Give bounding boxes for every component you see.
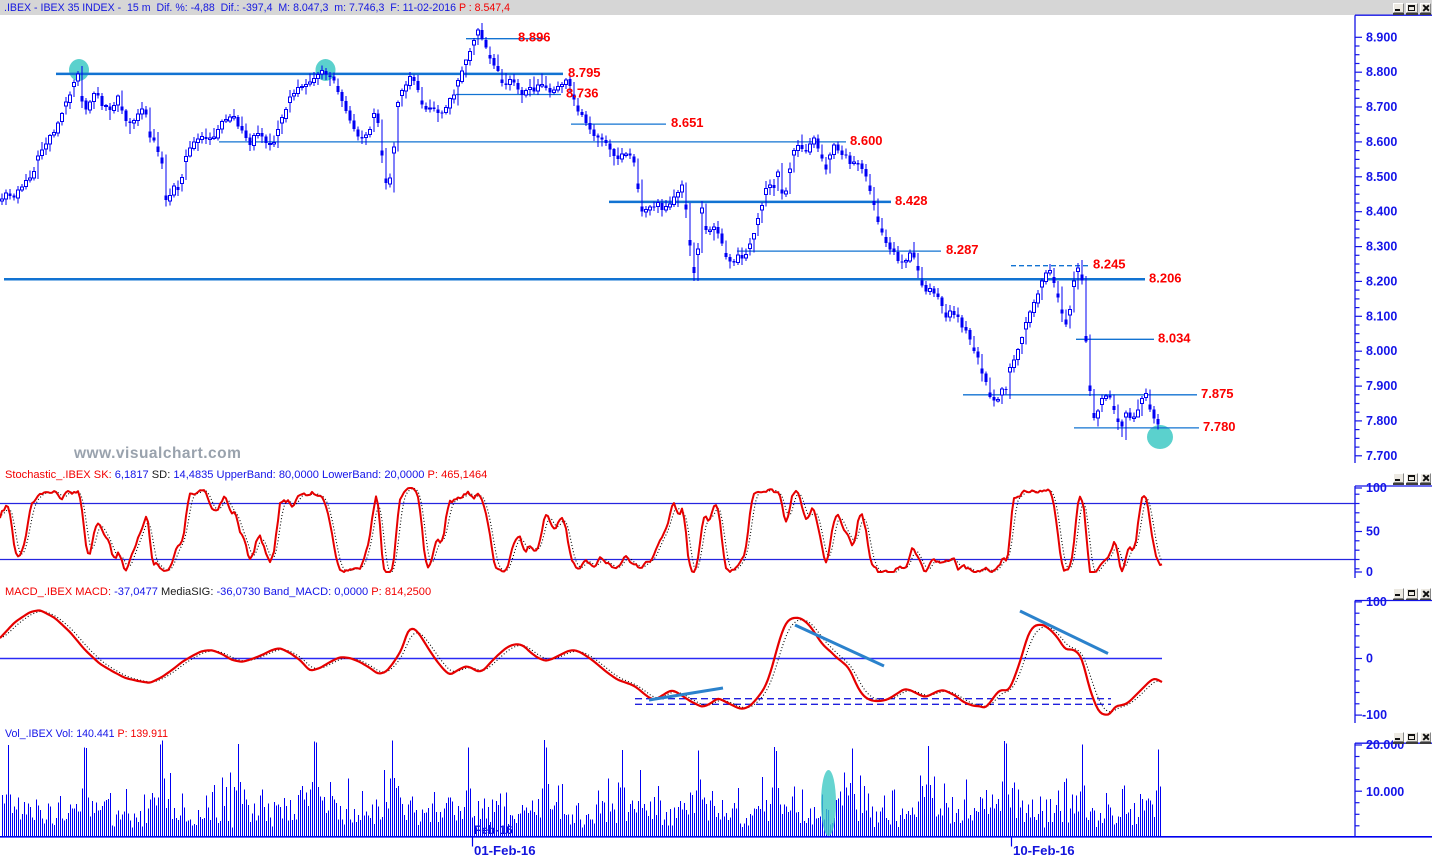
svg-text:7.900: 7.900 bbox=[1366, 379, 1397, 393]
svg-text:8.200: 8.200 bbox=[1366, 274, 1397, 288]
svg-text:8.100: 8.100 bbox=[1366, 309, 1397, 323]
svg-text:8.651: 8.651 bbox=[671, 115, 704, 130]
svg-text:0: 0 bbox=[1366, 652, 1373, 666]
svg-text:100: 100 bbox=[1366, 595, 1387, 609]
svg-text:8.287: 8.287 bbox=[946, 242, 979, 257]
svg-text:8.736: 8.736 bbox=[566, 86, 599, 101]
svg-text:8.400: 8.400 bbox=[1366, 205, 1397, 219]
svg-text:7.700: 7.700 bbox=[1366, 449, 1397, 463]
svg-text:10.000: 10.000 bbox=[1366, 785, 1404, 799]
svg-text:8.700: 8.700 bbox=[1366, 100, 1397, 114]
svg-text:Feb-16: Feb-16 bbox=[474, 823, 513, 837]
svg-text:8.600: 8.600 bbox=[1366, 135, 1397, 149]
svg-text:7.800: 7.800 bbox=[1366, 414, 1397, 428]
svg-text:-100: -100 bbox=[1362, 708, 1387, 722]
svg-text:8.896: 8.896 bbox=[518, 30, 551, 45]
svg-text:8.000: 8.000 bbox=[1366, 344, 1397, 358]
svg-text:8.034: 8.034 bbox=[1158, 330, 1191, 345]
svg-text:50: 50 bbox=[1366, 525, 1380, 539]
svg-text:100: 100 bbox=[1366, 481, 1387, 495]
svg-text:10-Feb-16: 10-Feb-16 bbox=[1013, 843, 1075, 857]
svg-text:8.300: 8.300 bbox=[1366, 240, 1397, 254]
svg-text:0: 0 bbox=[1366, 565, 1373, 579]
svg-text:7.875: 7.875 bbox=[1201, 386, 1234, 401]
svg-text:www.visualchart.com: www.visualchart.com bbox=[73, 445, 241, 462]
svg-text:8.600: 8.600 bbox=[850, 133, 883, 148]
svg-text:8.428: 8.428 bbox=[895, 193, 928, 208]
svg-text:8.800: 8.800 bbox=[1366, 65, 1397, 79]
svg-text:8.206: 8.206 bbox=[1149, 270, 1182, 285]
svg-text:01-Feb-16: 01-Feb-16 bbox=[474, 843, 536, 857]
svg-text:8.500: 8.500 bbox=[1366, 170, 1397, 184]
svg-text:8.245: 8.245 bbox=[1093, 257, 1126, 272]
svg-text:7.780: 7.780 bbox=[1203, 419, 1236, 434]
svg-text:8.900: 8.900 bbox=[1366, 30, 1397, 44]
svg-text:8.795: 8.795 bbox=[568, 65, 601, 80]
